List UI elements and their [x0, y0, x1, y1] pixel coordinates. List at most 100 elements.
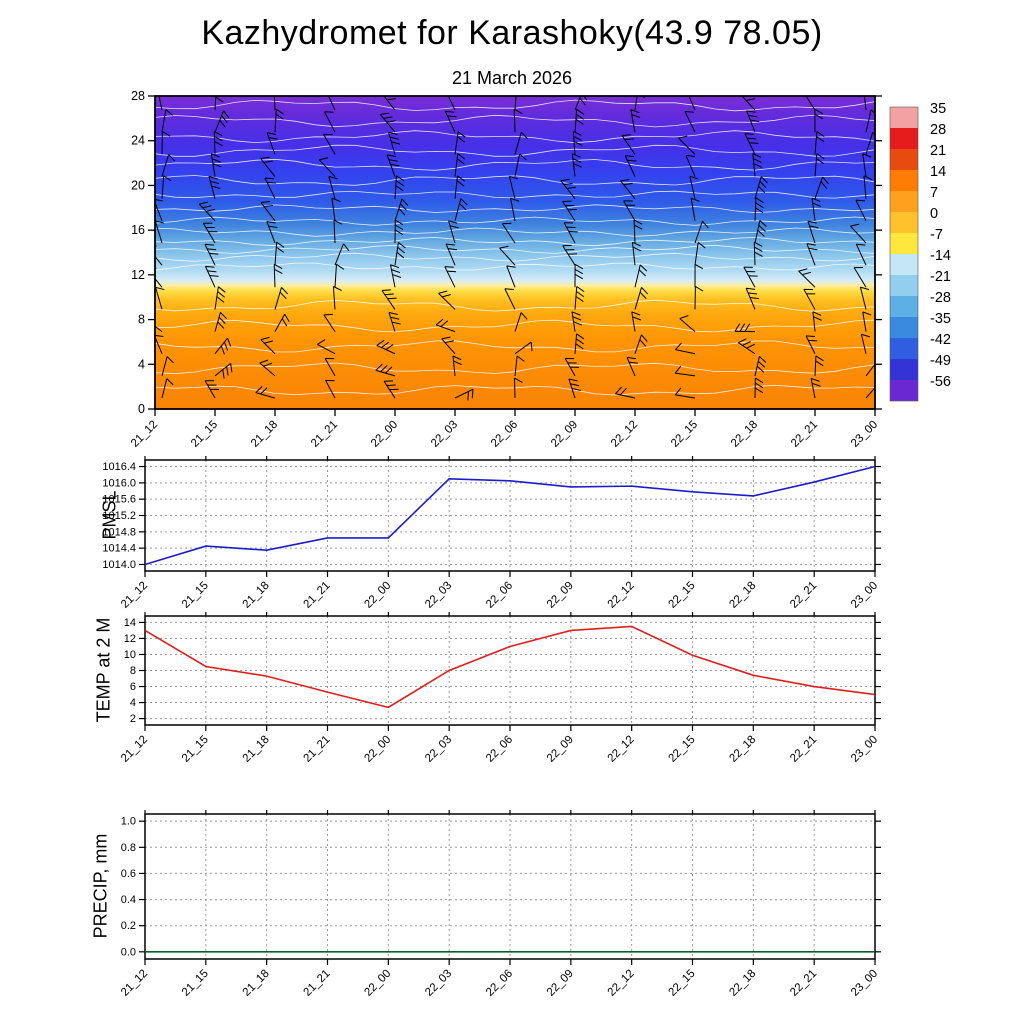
svg-text:23_00: 23_00	[849, 734, 880, 765]
svg-text:21_15: 21_15	[180, 734, 211, 765]
precip-chart: 21_12 21_15 21_18 21_21 22_00 22_03 22_06 22_09…	[119, 810, 881, 999]
svg-text:22_03: 22_03	[423, 968, 454, 999]
svg-text:21_18: 21_18	[241, 580, 272, 611]
svg-text:1015.6: 1015.6	[102, 494, 136, 506]
svg-text:22_15: 22_15	[669, 419, 700, 450]
svg-text:21_12: 21_12	[119, 734, 150, 765]
svg-text:1016.0: 1016.0	[102, 477, 136, 489]
svg-text:-49: -49	[930, 353, 951, 369]
svg-text:1015.2: 1015.2	[102, 510, 136, 522]
svg-text:28: 28	[930, 122, 946, 138]
svg-text:23_00: 23_00	[849, 968, 880, 999]
svg-text:0: 0	[138, 402, 145, 416]
svg-text:6: 6	[130, 681, 136, 693]
svg-text:8: 8	[138, 313, 145, 327]
svg-text:21_18: 21_18	[241, 734, 272, 765]
svg-text:14: 14	[124, 617, 136, 629]
pmsl-chart: 21_12 21_15 21_18 21_21 22_00 22_03 22_06 22_09…	[102, 456, 881, 611]
svg-text:0: 0	[930, 206, 938, 222]
svg-text:-7: -7	[930, 227, 943, 243]
svg-text:21_18: 21_18	[249, 419, 280, 450]
svg-text:4: 4	[130, 697, 136, 709]
svg-text:21_12: 21_12	[119, 580, 150, 611]
svg-text:21_18: 21_18	[241, 968, 272, 999]
svg-text:22_06: 22_06	[484, 580, 515, 611]
svg-text:0.8: 0.8	[121, 842, 136, 854]
svg-text:-35: -35	[930, 311, 951, 327]
svg-text:22_12: 22_12	[609, 419, 640, 450]
svg-text:1014.8: 1014.8	[102, 526, 136, 538]
svg-text:21: 21	[930, 143, 946, 159]
svg-text:28: 28	[131, 89, 145, 103]
svg-text:21_21: 21_21	[302, 734, 333, 765]
svg-text:22_18: 22_18	[727, 734, 758, 765]
svg-text:-28: -28	[930, 290, 951, 306]
svg-text:22_12: 22_12	[606, 580, 637, 611]
svg-text:22_09: 22_09	[545, 580, 576, 611]
svg-text:14: 14	[930, 164, 946, 180]
svg-text:10: 10	[124, 649, 136, 661]
svg-text:12: 12	[131, 268, 145, 282]
svg-text:22_12: 22_12	[606, 734, 637, 765]
svg-text:1.0: 1.0	[121, 816, 136, 828]
svg-text:21_15: 21_15	[180, 968, 211, 999]
svg-text:22_00: 22_00	[362, 734, 393, 765]
svg-text:0.4: 0.4	[121, 894, 136, 906]
svg-text:22_00: 22_00	[369, 419, 400, 450]
svg-text:21_21: 21_21	[302, 968, 333, 999]
svg-text:22_15: 22_15	[667, 968, 698, 999]
svg-text:8: 8	[130, 665, 136, 677]
svg-text:22_21: 22_21	[788, 734, 819, 765]
svg-text:22_12: 22_12	[606, 968, 637, 999]
svg-text:21_12: 21_12	[129, 419, 160, 450]
svg-text:22_18: 22_18	[729, 419, 760, 450]
svg-text:1016.4: 1016.4	[102, 461, 136, 473]
temp-chart: 21_12 21_15 21_18 21_21 22_00 22_03 22_06 22_09…	[119, 612, 881, 765]
colorbar: 35 28 21 14 7 0 -7 -14 -21 -28 -35 -42 -49 -56	[889, 101, 951, 402]
svg-text:21_12: 21_12	[119, 968, 150, 999]
svg-text:22_06: 22_06	[489, 419, 520, 450]
svg-text:22_09: 22_09	[545, 734, 576, 765]
svg-text:1014.0: 1014.0	[102, 559, 136, 571]
svg-text:22_06: 22_06	[484, 734, 515, 765]
date-subtitle: 21 March 2026	[451, 68, 573, 88]
svg-text:20: 20	[131, 178, 145, 192]
svg-text:4: 4	[138, 357, 145, 371]
svg-text:22_15: 22_15	[667, 734, 698, 765]
svg-text:23_00: 23_00	[849, 419, 880, 450]
svg-text:22_09: 22_09	[549, 419, 580, 450]
svg-text:22_21: 22_21	[788, 968, 819, 999]
svg-text:12: 12	[124, 633, 136, 645]
svg-text:21_15: 21_15	[189, 419, 220, 450]
svg-text:0.6: 0.6	[121, 868, 136, 880]
svg-text:0.2: 0.2	[121, 920, 136, 932]
svg-text:21_21: 21_21	[309, 419, 340, 450]
svg-text:22_00: 22_00	[362, 580, 393, 611]
svg-text:22_00: 22_00	[362, 968, 393, 999]
svg-text:7: 7	[930, 185, 938, 201]
svg-text:22_03: 22_03	[429, 419, 460, 450]
page-title: Kazhydromet for Karashoky(43.9 78.05)	[201, 14, 823, 52]
svg-text:35: 35	[930, 101, 946, 117]
svg-text:-21: -21	[930, 269, 951, 285]
svg-text:22_09: 22_09	[545, 968, 576, 999]
svg-text:22_03: 22_03	[423, 734, 454, 765]
svg-text:22_21: 22_21	[789, 419, 820, 450]
svg-text:21_15: 21_15	[180, 580, 211, 611]
svg-text:-42: -42	[930, 332, 951, 348]
svg-text:21_21: 21_21	[302, 580, 333, 611]
svg-text:0.0: 0.0	[121, 946, 136, 958]
svg-text:2: 2	[130, 713, 136, 725]
svg-text:22_18: 22_18	[727, 968, 758, 999]
svg-text:23_00: 23_00	[849, 580, 880, 611]
svg-text:1014.4: 1014.4	[102, 543, 136, 555]
svg-text:22_18: 22_18	[727, 580, 758, 611]
cross-section-plot: 28 24 20 16 12 8 4 0 21_12 21_15 21_18 21_21 22_00 22…	[129, 89, 882, 450]
svg-text:22_03: 22_03	[423, 580, 454, 611]
svg-text:-56: -56	[930, 374, 951, 390]
svg-text:22_21: 22_21	[788, 580, 819, 611]
svg-text:24: 24	[131, 134, 145, 148]
svg-text:22_06: 22_06	[484, 968, 515, 999]
svg-text:16: 16	[131, 223, 145, 237]
